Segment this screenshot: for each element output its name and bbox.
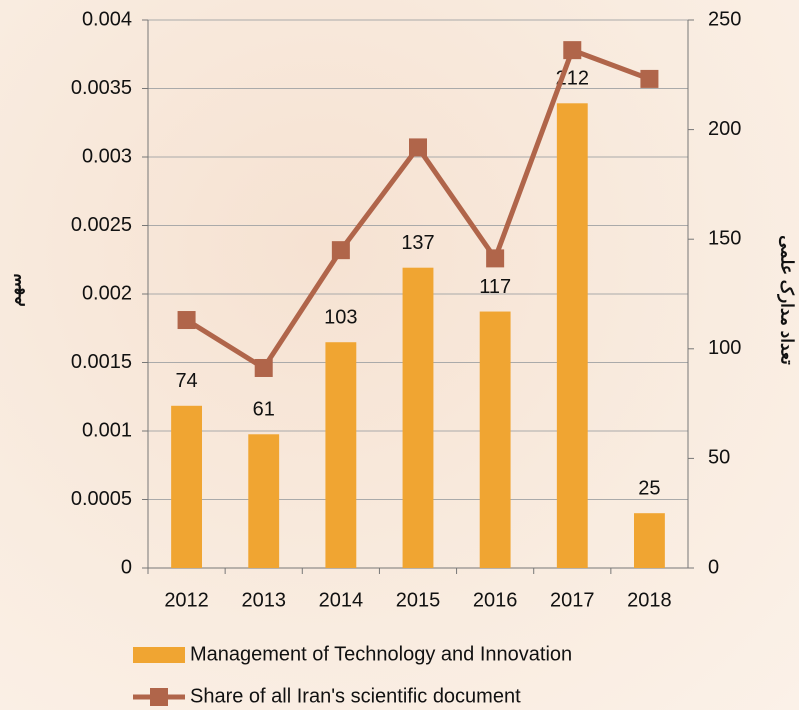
x-tick-label: 2012 bbox=[164, 589, 209, 611]
data-label: 25 bbox=[638, 477, 660, 499]
y-tick-label: 0.0025 bbox=[71, 214, 132, 236]
y-tick-label: 0.002 bbox=[82, 282, 132, 304]
y2-tick-label: 250 bbox=[708, 8, 741, 30]
data-label: 103 bbox=[324, 307, 357, 329]
legend-swatch bbox=[133, 647, 185, 663]
y-tick-label: 0.004 bbox=[82, 8, 132, 30]
bar bbox=[634, 513, 665, 568]
legend-label: Management of Technology and Innovation bbox=[190, 643, 572, 665]
y-axis-label: سهم bbox=[5, 273, 25, 306]
bar bbox=[248, 434, 280, 568]
y2-tick-label: 50 bbox=[708, 447, 730, 469]
bar bbox=[479, 311, 511, 568]
marker bbox=[563, 41, 582, 60]
data-label: 117 bbox=[479, 276, 511, 298]
legend-label: Share of all Iran's scientific document bbox=[190, 685, 521, 707]
bar bbox=[402, 267, 434, 568]
marker bbox=[331, 241, 350, 260]
bar bbox=[171, 405, 202, 568]
data-label: 137 bbox=[401, 232, 434, 254]
x-tick-label: 2014 bbox=[319, 589, 364, 611]
x-tick-label: 2017 bbox=[550, 589, 595, 611]
x-tick-label: 2018 bbox=[627, 589, 672, 611]
y-tick-label: 0.0005 bbox=[71, 488, 132, 510]
legend-swatch bbox=[150, 688, 168, 706]
x-tick-label: 2013 bbox=[241, 589, 286, 611]
y2-axis-label: تعداد مدارک علمی bbox=[777, 235, 797, 365]
marker bbox=[640, 69, 659, 88]
y2-tick-label: 0 bbox=[708, 556, 719, 578]
bar bbox=[325, 342, 357, 568]
marker bbox=[177, 311, 196, 330]
y-tick-label: 0.001 bbox=[82, 419, 132, 441]
y2-tick-label: 200 bbox=[708, 118, 741, 140]
y-tick-label: 0.0035 bbox=[71, 77, 132, 99]
x-tick-label: 2016 bbox=[473, 589, 518, 611]
marker bbox=[486, 249, 505, 268]
bar bbox=[556, 103, 588, 569]
y2-tick-label: 100 bbox=[708, 337, 741, 359]
x-tick-label: 2015 bbox=[396, 589, 441, 611]
data-label: 74 bbox=[175, 370, 197, 392]
marker bbox=[409, 138, 427, 157]
y-tick-label: 0 bbox=[121, 556, 132, 578]
y2-tick-label: 150 bbox=[708, 227, 741, 249]
y-tick-label: 0.0015 bbox=[71, 351, 132, 373]
marker bbox=[254, 358, 273, 377]
data-label: 61 bbox=[253, 399, 275, 421]
y-tick-label: 0.003 bbox=[82, 145, 132, 167]
